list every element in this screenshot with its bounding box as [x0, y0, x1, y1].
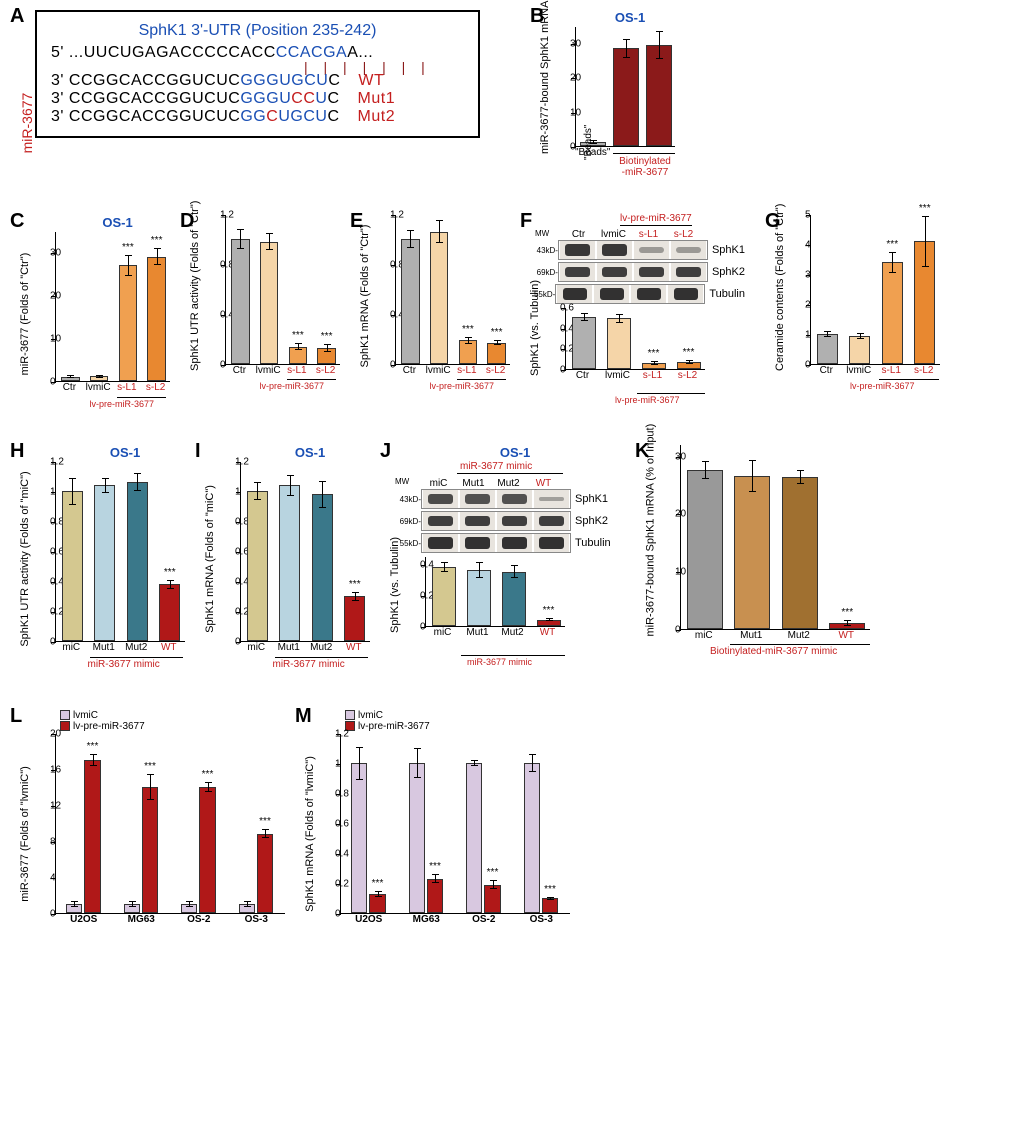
bar: [401, 239, 420, 364]
significance: ***: [164, 567, 176, 578]
plot: 00.20.40.60.811.2***: [55, 462, 185, 642]
bar: [430, 232, 449, 365]
bar: [94, 485, 115, 641]
western-blot: CtrlvmiCs-L1s-L243kD-SphK169kD-SphK255kD…: [533, 229, 745, 304]
bar: [247, 491, 268, 641]
panel-G: G012345******CtrlvmiCs-L1s-L2Ceramide co…: [770, 215, 950, 376]
side-label: miR-3677: [19, 83, 35, 163]
y-label: miR-3677-bound SphK1 mRNA (% of Input): [539, 34, 551, 154]
y-label: miR-3677 (Folds of "lvmiC"): [19, 744, 31, 924]
bar: [817, 334, 838, 364]
panel-L: LlvmiClv-pre-miR-3677048121620**********…: [15, 710, 295, 925]
bar: [487, 343, 506, 364]
y-label: SphK1 (vs. Tubulin): [389, 563, 401, 633]
bar: [782, 477, 818, 629]
y-label: SphK1 mRNA (Folds of "miC"): [204, 469, 216, 649]
plot: 00.40.81.2******: [225, 215, 340, 365]
significance: ***: [491, 327, 503, 338]
plot: 00.20.40.6******: [565, 308, 705, 370]
bar: [119, 265, 138, 381]
significance: ***: [349, 579, 361, 590]
chart-title: OS-1: [575, 10, 685, 25]
significance: ***: [462, 324, 474, 335]
y-label: SphK1 UTR activity (Folds of "Ctr"): [189, 221, 201, 371]
bar: [607, 318, 631, 369]
chart-title: OS-1: [55, 215, 180, 230]
significance: ***: [886, 239, 898, 250]
significance: ***: [841, 607, 853, 618]
bar: [312, 494, 333, 641]
significance: ***: [122, 242, 134, 253]
bar: [734, 476, 770, 629]
bar: [432, 567, 456, 626]
y-label: Ceramide contents (Folds of "Ctr"): [774, 221, 786, 371]
bar: [231, 239, 250, 364]
panel-B: BOS-10102030"Beads"miR-3677-bound SphK1 …: [535, 10, 685, 158]
seq-title: SphK1 3'-UTR (Position 235-242): [51, 22, 464, 40]
plot: 00.20.4***: [425, 557, 565, 627]
y-label: SphK1 mRNA (Folds of "Ctr"): [359, 221, 371, 371]
bar: [882, 262, 903, 364]
bar: [127, 482, 148, 641]
panel-A: ASphK1 3'-UTR (Position 235-242)5' ...UU…: [15, 10, 485, 138]
group-label: Biotinylated-miR-3677: [605, 156, 685, 178]
plot: 048121620************: [55, 734, 285, 914]
bar: [613, 48, 639, 146]
panel-E: E00.40.81.2******CtrlvmiCs-L1s-L2SphK1 m…: [355, 215, 520, 376]
significance: ***: [292, 330, 304, 341]
plot: 012345******: [810, 215, 940, 365]
significance: ***: [151, 235, 163, 246]
significance: ***: [321, 331, 333, 342]
significance: ***: [648, 348, 660, 359]
bar: [260, 242, 279, 365]
significance: ***: [919, 203, 931, 214]
bar: [687, 470, 723, 629]
plot: 00.20.40.60.811.2***: [240, 462, 370, 642]
panel-D: D00.40.81.2******CtrlvmiCs-L1s-L2SphK1 U…: [185, 215, 350, 376]
panel-C: COS-10102030******CtrlvmiCs-L1s-L2miR-36…: [15, 215, 180, 393]
bar: [646, 45, 672, 146]
panel-I: IOS-100.20.40.60.811.2***miCMut1Mut2WTSp…: [200, 445, 380, 653]
plot: 00.40.81.2******: [395, 215, 510, 365]
bar: [849, 336, 870, 365]
panel-F: Flv-pre-miR-3677MWCtrlvmiCs-L1s-L243kD-S…: [525, 215, 745, 381]
plot: 0102030******: [55, 232, 170, 382]
plot: 00.20.40.60.811.2************: [340, 734, 570, 914]
y-label: SphK1 UTR activity (Folds of "miC"): [19, 469, 31, 649]
bar: [467, 570, 491, 626]
bar: [279, 485, 300, 641]
significance: ***: [683, 347, 695, 358]
bar: [572, 317, 596, 369]
bar: [147, 257, 166, 381]
y-label: SphK1 mRNA (Folds of "lvmiC"): [304, 744, 316, 924]
panel-H: HOS-100.20.40.60.811.2***miCMut1Mut2WTSp…: [15, 445, 195, 653]
bar: [502, 572, 526, 626]
bar: [159, 584, 180, 641]
panel-J: JOS-1miR-3677 mimicMWmiCMut1Mut2WT43kD-S…: [385, 445, 615, 638]
plot: 0102030***: [680, 445, 870, 630]
western-blot: miCMut1Mut2WT43kD-SphK169kD-SphK255kD-Tu…: [393, 478, 615, 553]
significance: ***: [543, 605, 555, 616]
y-label: miR-3677-bound SphK1 mRNA (% of Input): [644, 451, 656, 636]
y-label: SphK1 (vs. Tubulin): [529, 314, 541, 376]
bar: [344, 596, 365, 641]
panel-M: MlvmiClv-pre-miR-367700.20.40.60.811.2**…: [300, 710, 580, 925]
y-label: miR-3677 (Folds of "Ctr"): [19, 239, 31, 389]
panel-K: K0102030***miCMut1Mut2WTmiR-3677-bound S…: [640, 445, 880, 641]
bar: [62, 491, 83, 641]
